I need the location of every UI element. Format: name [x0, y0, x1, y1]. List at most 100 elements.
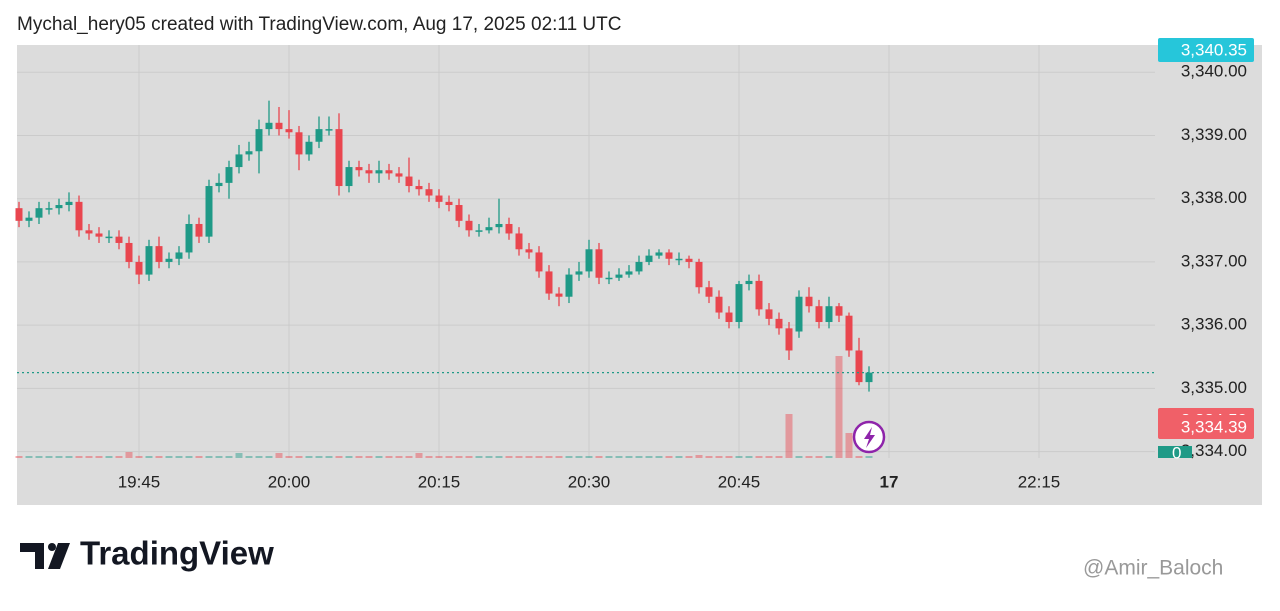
- volume-bar: [485, 456, 493, 458]
- plot: 19:45 20:00 20:15 20:30 20:45 17 22:15 3,334.00…: [15, 38, 1254, 491]
- volume-bar: [65, 456, 73, 458]
- volume-bar: [555, 456, 563, 458]
- candle-body: [725, 312, 733, 323]
- candle-body: [345, 167, 353, 187]
- price-badge-label: 3,334.39: [1181, 417, 1247, 436]
- candle-body: [415, 186, 423, 190]
- volume-badge-label: 0: [1172, 443, 1181, 462]
- volume-bar: [55, 456, 63, 458]
- volume-bar: [335, 456, 343, 458]
- volume-bar: [345, 456, 353, 458]
- volume-bar: [795, 456, 803, 458]
- candle-body: [145, 246, 153, 275]
- volume-bar: [35, 456, 43, 458]
- volume-bar: [785, 414, 793, 458]
- candle-body: [815, 306, 823, 323]
- volume-bar: [95, 456, 103, 458]
- volume-bar: [355, 456, 363, 458]
- candle-body: [25, 217, 33, 221]
- candle-body: [235, 154, 243, 168]
- volume-bar: [615, 456, 623, 458]
- candle-body: [425, 189, 433, 196]
- volume-bar: [825, 456, 833, 458]
- x-tick-label: 20:00: [268, 472, 311, 491]
- candle-body: [605, 277, 613, 280]
- candle-body: [65, 201, 73, 206]
- candle-body: [545, 271, 553, 294]
- candle-body: [775, 318, 783, 329]
- y-tick-label: 3,338.00: [1181, 188, 1247, 207]
- volume-bar: [805, 456, 813, 458]
- volume-bar: [385, 456, 393, 458]
- volume-bar: [135, 456, 143, 458]
- candle-body: [215, 182, 223, 187]
- candle-body: [165, 258, 173, 262]
- candle-body: [245, 151, 253, 155]
- candle-body: [205, 186, 213, 237]
- volume-bar: [635, 456, 643, 458]
- volume-bar: [745, 456, 753, 458]
- candle-body: [565, 274, 573, 297]
- volume-bar: [305, 456, 313, 458]
- volume-bar: [155, 456, 163, 458]
- x-tick-label: 17: [880, 472, 899, 491]
- candle-body: [595, 249, 603, 278]
- volume-bar: [105, 456, 113, 458]
- volume-bar: [425, 456, 433, 458]
- watermark: @Amir_Baloch: [1083, 557, 1223, 580]
- volume-bar: [705, 456, 713, 458]
- candle-body: [375, 170, 383, 174]
- candle-body: [175, 252, 183, 259]
- candle-body: [325, 129, 333, 131]
- volume-bar: [775, 456, 783, 458]
- candle-body: [495, 223, 503, 228]
- volume-bar: [765, 456, 773, 458]
- volume-bar: [225, 456, 233, 458]
- candle-body: [115, 236, 123, 243]
- candle-body: [465, 220, 473, 231]
- volume-bar: [525, 456, 533, 458]
- y-tick-label: 3,339.00: [1181, 125, 1247, 144]
- volume-bar: [445, 456, 453, 458]
- volume-bar: [435, 456, 443, 458]
- candle-body: [75, 201, 83, 231]
- volume-bar: [685, 456, 693, 458]
- volume-bar: [255, 456, 263, 458]
- volume-bar: [375, 456, 383, 458]
- candle-body: [385, 170, 393, 174]
- candle-body: [645, 255, 653, 262]
- candle-body: [405, 176, 413, 187]
- candle-body: [675, 258, 683, 261]
- candle-body: [535, 252, 543, 272]
- candle-body: [435, 195, 443, 202]
- candle-body: [655, 252, 663, 256]
- volume-badge: [1158, 446, 1192, 458]
- candle-body: [305, 141, 313, 155]
- candle-body: [845, 315, 853, 351]
- volume-bar: [85, 456, 93, 458]
- candle-body: [105, 236, 113, 239]
- volume-bar: [535, 456, 543, 458]
- candle-body: [55, 205, 63, 209]
- volume-bar: [45, 456, 53, 458]
- x-tick-label: 20:45: [718, 472, 761, 491]
- candle-body: [125, 242, 133, 262]
- volume-bar: [835, 356, 843, 458]
- y-tick-label: 3,340.00: [1181, 62, 1247, 81]
- candle-body: [335, 129, 343, 187]
- volume-bar: [145, 456, 153, 458]
- y-tick-label: 3,335.00: [1181, 378, 1247, 397]
- candle-body: [225, 167, 233, 183]
- candle-body: [855, 350, 863, 383]
- candle-body: [525, 249, 533, 253]
- volume-bar: [755, 456, 763, 458]
- volume-bar: [195, 456, 203, 458]
- price-badge: [1158, 415, 1254, 440]
- candle-body: [805, 296, 813, 307]
- logo-text: TradingView: [80, 535, 274, 572]
- candle-body: [265, 122, 273, 130]
- x-tick-label: 20:15: [418, 472, 461, 491]
- chart-pane: [17, 45, 1262, 505]
- volume-bar: [815, 456, 823, 458]
